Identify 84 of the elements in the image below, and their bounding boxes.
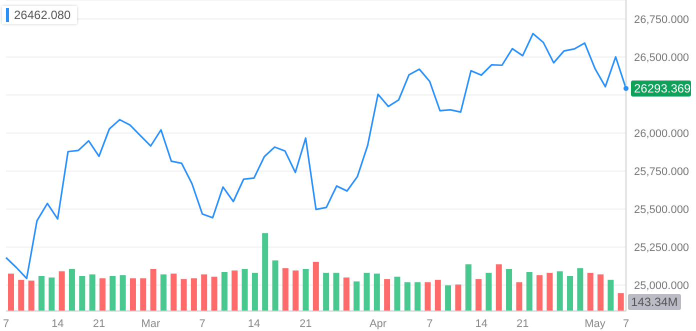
bar — [455, 284, 462, 311]
bar — [120, 275, 126, 311]
x-tick-label: 14 — [475, 318, 488, 330]
x-tick-label: Mar — [141, 318, 160, 330]
bar — [587, 272, 594, 311]
bar — [282, 268, 288, 311]
bar — [374, 274, 380, 311]
x-tick-label: 7 — [2, 318, 10, 330]
y-tick-label: 26,000.000 — [634, 128, 690, 140]
x-tick-label: 7 — [426, 318, 433, 330]
bar — [79, 276, 86, 311]
x-tick-label: 7 — [622, 318, 630, 330]
bar — [58, 271, 65, 311]
bar — [160, 274, 166, 311]
bar — [68, 268, 75, 311]
bar — [242, 268, 248, 311]
bar — [496, 264, 502, 311]
y-tick-label: 26,500.000 — [634, 52, 690, 64]
bar — [150, 268, 156, 311]
bar — [211, 276, 218, 311]
bar — [232, 270, 238, 311]
bar — [252, 272, 258, 311]
bar — [567, 276, 574, 311]
x-tick-label: 21 — [516, 318, 529, 330]
bar — [333, 272, 340, 311]
bar — [312, 262, 319, 311]
bar — [170, 274, 177, 311]
bar — [536, 275, 543, 311]
bar — [130, 278, 136, 311]
bar — [434, 280, 441, 311]
bar — [180, 279, 187, 311]
bar — [110, 276, 116, 311]
x-tick-label: Apr — [369, 318, 387, 330]
bar — [465, 264, 472, 311]
x-tick-label: May — [584, 318, 606, 330]
bar — [526, 272, 532, 311]
annotation: 26462.080 — [14, 8, 71, 22]
x-tick-label: 21 — [92, 318, 106, 330]
bar — [28, 280, 34, 311]
bar — [364, 272, 370, 311]
bar — [598, 274, 604, 311]
bar — [262, 233, 268, 311]
bar — [394, 276, 400, 311]
bar — [292, 270, 299, 311]
y-tick-label: 25,000.000 — [634, 280, 690, 292]
bar — [354, 281, 360, 311]
bar — [556, 271, 563, 311]
x-tick-label: 21 — [300, 318, 312, 330]
bar — [89, 274, 96, 311]
bar — [506, 268, 512, 311]
bar — [221, 272, 228, 311]
bar — [618, 293, 624, 311]
bar — [18, 280, 24, 311]
bar — [48, 278, 55, 311]
x-tick-label: 14 — [52, 318, 64, 330]
text: 143.34M — [628, 294, 681, 310]
bar — [476, 279, 482, 311]
bar — [272, 260, 278, 311]
bar — [201, 274, 208, 311]
y-tick-label: 25,750.000 — [634, 166, 690, 178]
y-tick-label: 25,500.000 — [634, 204, 690, 216]
bar — [445, 285, 452, 311]
bar — [99, 278, 106, 311]
bar — [608, 280, 614, 311]
bar — [577, 268, 584, 311]
bar — [302, 268, 309, 311]
bar — [486, 272, 492, 311]
bar — [190, 278, 197, 311]
bar — [414, 282, 421, 311]
bar — [140, 278, 146, 311]
bar — [384, 279, 390, 311]
x-tick-label: 7 — [199, 318, 206, 330]
bar — [404, 282, 410, 311]
bar — [516, 282, 522, 311]
bar — [38, 276, 44, 311]
bar — [8, 274, 14, 311]
bar — [323, 272, 330, 311]
bar — [343, 278, 350, 311]
bar — [546, 272, 553, 311]
y-tick-label: 26,750.000 — [634, 14, 690, 26]
y-tick-label: 25,250.000 — [634, 242, 690, 254]
data-label: 26293.369 — [634, 81, 692, 96]
bar — [424, 282, 431, 311]
x-tick-label: 14 — [248, 318, 260, 330]
